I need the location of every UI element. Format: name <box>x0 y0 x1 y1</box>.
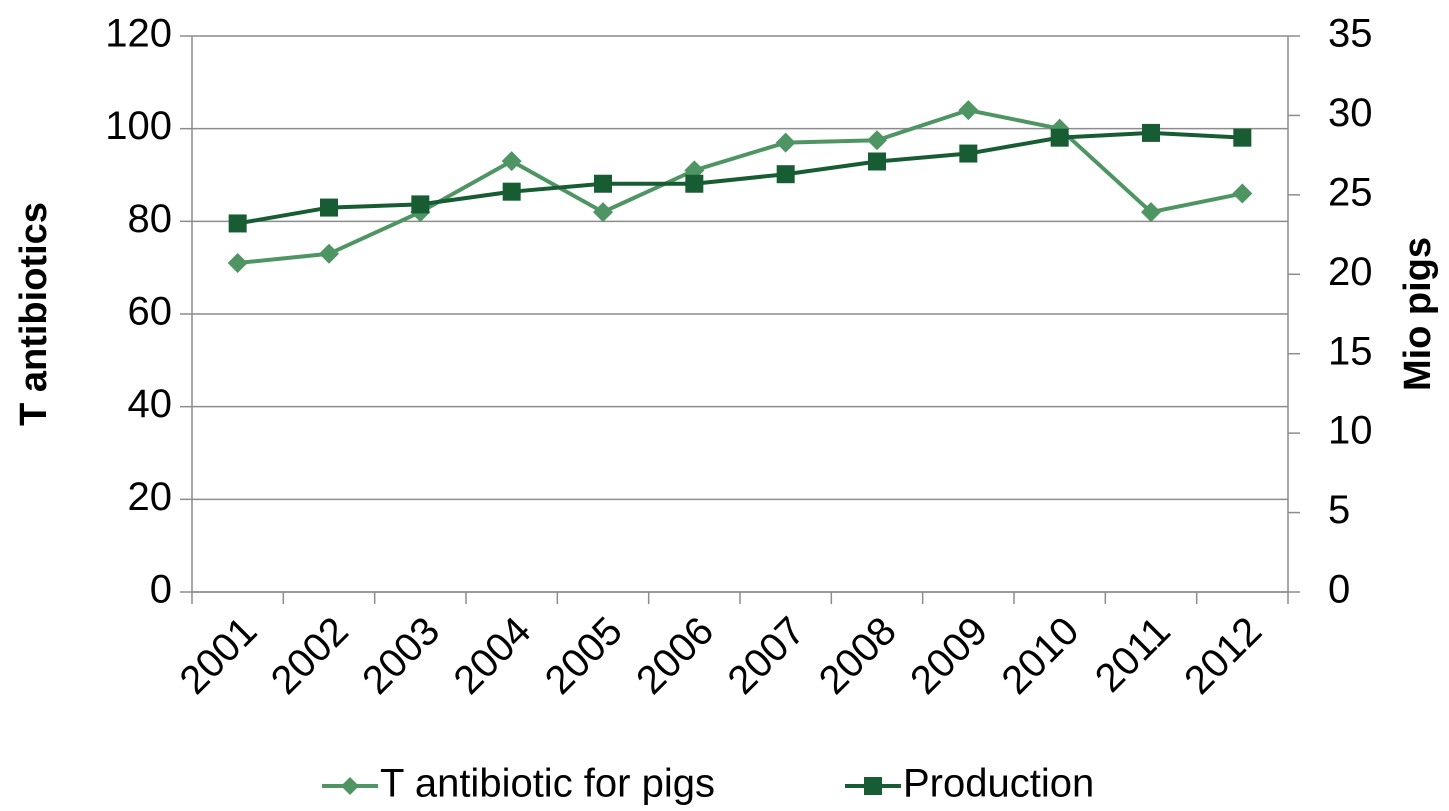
marker <box>958 100 979 121</box>
x-tick-label: 2001 <box>171 609 265 703</box>
x-tick-label: 2012 <box>1176 609 1270 703</box>
x-tick-label: 2008 <box>811 609 905 703</box>
marker <box>228 214 247 233</box>
x-tick-label: 2003 <box>354 609 448 703</box>
marker <box>775 132 796 153</box>
x-tick-label: 2009 <box>902 609 996 703</box>
legend-label: T antibiotic for pigs <box>380 762 715 806</box>
marker <box>594 174 612 193</box>
marker <box>502 182 521 201</box>
y-tick-label: 120 <box>105 12 172 56</box>
y-axis-title: T antibiotics <box>13 202 55 426</box>
marker <box>593 202 613 223</box>
y2-tick-label: 15 <box>1328 329 1373 373</box>
x-tick-label: 2007 <box>719 609 813 703</box>
y-tick-label: 60 <box>128 290 173 334</box>
y2-tick-label: 35 <box>1328 12 1373 56</box>
legend-marker <box>341 777 359 795</box>
y2-tick-label: 30 <box>1328 91 1373 135</box>
marker <box>959 144 978 163</box>
marker <box>320 198 338 217</box>
y2-tick-label: 0 <box>1328 568 1350 612</box>
marker <box>1050 128 1069 147</box>
y-tick-label: 0 <box>150 568 172 612</box>
marker <box>776 165 795 184</box>
marker <box>685 174 704 193</box>
y2-axis-title: Mio pigs <box>1397 237 1439 391</box>
legend-marker <box>864 777 882 795</box>
y2-tick-label: 5 <box>1328 488 1350 532</box>
marker <box>868 152 886 171</box>
legend-label: Production <box>903 762 1094 806</box>
y2-tick-label: 10 <box>1328 409 1373 453</box>
marker <box>411 195 430 214</box>
marker <box>1233 128 1252 147</box>
y2-tick-label: 20 <box>1328 250 1373 294</box>
x-tick-label: 2011 <box>1087 609 1179 701</box>
series-line <box>237 108 1243 266</box>
marker <box>501 151 522 172</box>
x-tick-label: 2006 <box>628 609 722 703</box>
y-tick-label: 80 <box>128 197 173 241</box>
marker <box>867 130 887 151</box>
y2-tick-label: 25 <box>1328 170 1373 214</box>
series-line <box>237 130 1243 226</box>
y-tick-label: 20 <box>128 475 173 519</box>
marker <box>227 253 248 274</box>
x-tick-label: 2002 <box>263 609 357 703</box>
marker <box>1141 202 1161 223</box>
y-tick-label: 100 <box>105 104 172 148</box>
marker <box>319 243 339 264</box>
y-tick-label: 40 <box>128 382 173 426</box>
marker <box>1142 123 1160 142</box>
x-tick-label: 2010 <box>993 609 1087 703</box>
marker <box>1232 183 1253 204</box>
x-tick-label: 2004 <box>445 609 539 703</box>
x-tick-label: 2005 <box>537 609 631 703</box>
